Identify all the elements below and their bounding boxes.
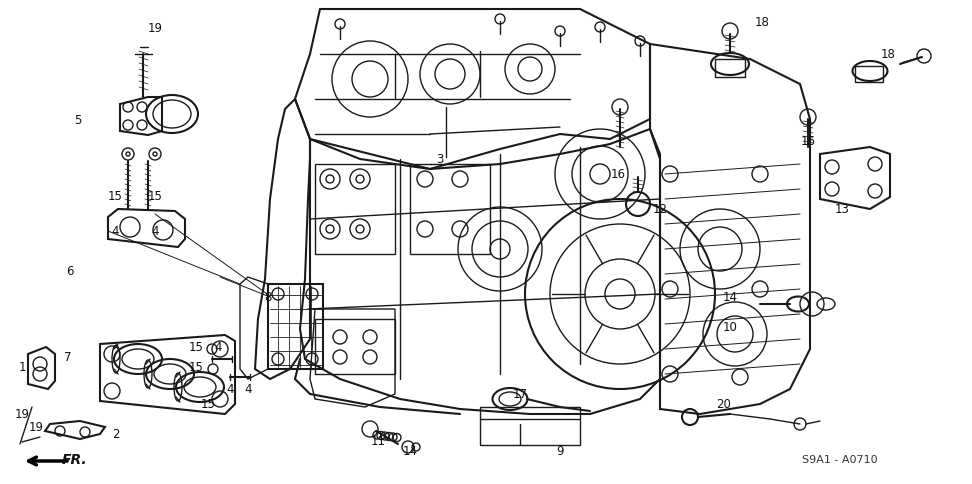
Text: 20: 20 — [716, 398, 732, 410]
Text: 19: 19 — [28, 421, 44, 434]
Text: 5: 5 — [74, 113, 82, 126]
Text: 4: 4 — [111, 225, 119, 238]
Bar — [410, 165, 490, 255]
Text: 18: 18 — [881, 48, 895, 61]
Text: 9: 9 — [556, 445, 564, 457]
Text: FR.: FR. — [62, 452, 87, 466]
Text: 15: 15 — [108, 190, 122, 203]
Text: 13: 13 — [835, 203, 850, 216]
Text: 1: 1 — [18, 361, 25, 374]
Text: 7: 7 — [64, 351, 72, 364]
Text: 15: 15 — [189, 341, 203, 354]
Text: 19: 19 — [15, 408, 29, 421]
Text: 14: 14 — [402, 445, 418, 457]
Text: 15: 15 — [200, 398, 216, 410]
Bar — [480, 407, 580, 445]
Text: 15: 15 — [148, 190, 162, 203]
Text: 11: 11 — [370, 435, 386, 448]
Text: 16: 16 — [801, 135, 816, 148]
Bar — [715, 60, 745, 78]
Text: 4: 4 — [214, 341, 222, 354]
Text: 14: 14 — [722, 291, 738, 304]
Text: 15: 15 — [189, 361, 203, 374]
Text: 12: 12 — [652, 203, 668, 216]
Text: 8: 8 — [264, 291, 272, 304]
Text: 19: 19 — [148, 21, 162, 34]
Text: 16: 16 — [610, 168, 626, 181]
Text: 10: 10 — [722, 321, 738, 334]
Text: 17: 17 — [512, 388, 528, 401]
Bar — [315, 319, 395, 374]
Text: S9A1 - A0710: S9A1 - A0710 — [802, 454, 878, 464]
Bar — [855, 67, 883, 83]
Text: 2: 2 — [112, 428, 120, 440]
Bar — [315, 165, 395, 255]
Text: 4: 4 — [244, 383, 252, 396]
Text: 3: 3 — [436, 153, 443, 166]
Text: 4: 4 — [152, 225, 158, 238]
Text: 6: 6 — [66, 265, 74, 278]
Text: 18: 18 — [754, 15, 770, 29]
Bar — [268, 285, 323, 369]
Text: 4: 4 — [226, 383, 233, 396]
